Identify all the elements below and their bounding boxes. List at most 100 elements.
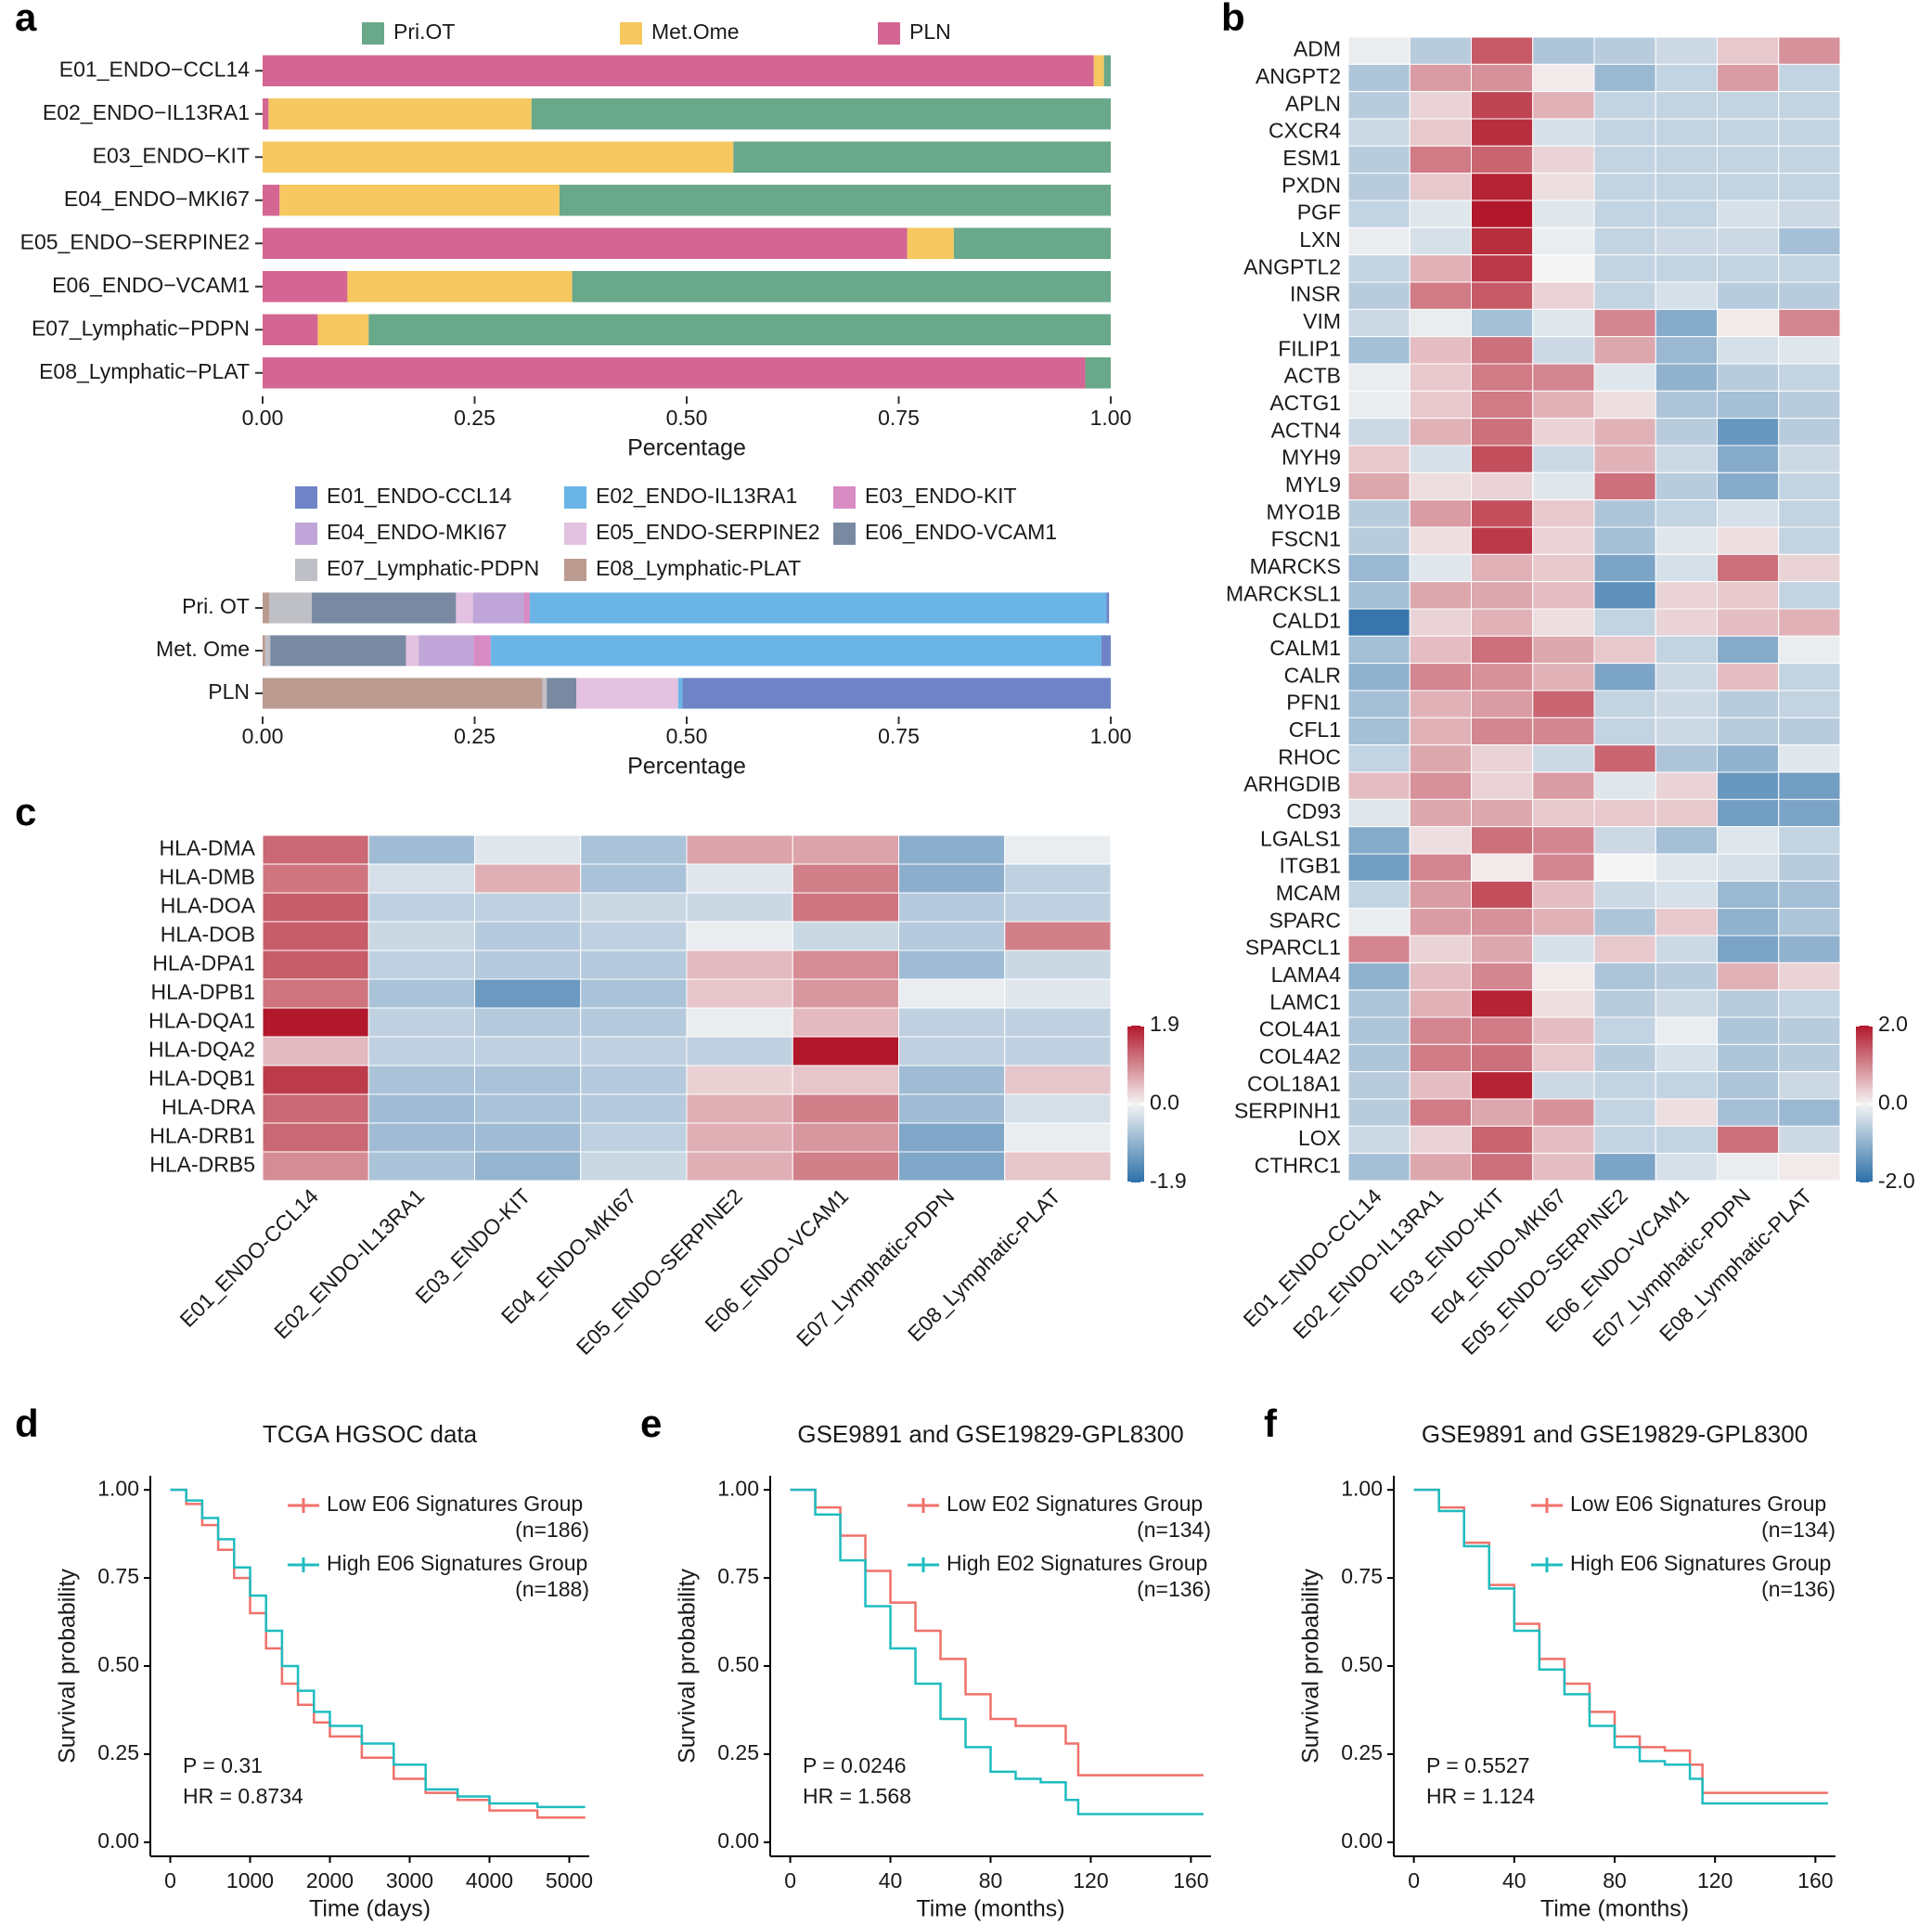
heatmap-cell <box>1655 445 1718 473</box>
legend-key <box>295 523 317 545</box>
heatmap-cell <box>1717 254 1780 283</box>
category-label: E05_ENDO−SERPINE2 <box>20 229 250 253</box>
bar-segment <box>406 635 419 666</box>
heatmap-cell <box>1471 1098 1534 1127</box>
heatmap-cell <box>1717 744 1780 773</box>
heatmap-cell <box>1409 962 1472 991</box>
heatmap-cell <box>1347 472 1410 501</box>
heatmap-cell <box>1717 526 1780 555</box>
heatmap-cell <box>1717 1098 1780 1127</box>
heatmap-cell <box>1593 880 1656 910</box>
heatmap-cell <box>1532 472 1595 501</box>
heatmap-cell <box>262 863 369 894</box>
heatmap-cell <box>1471 908 1534 937</box>
heatmap-cell <box>1593 499 1656 528</box>
row-label: HLA-DMB <box>159 865 255 889</box>
x-axis-label: Time (months) <box>1540 1896 1689 1922</box>
heatmap-cell <box>474 863 582 894</box>
heatmap-cell <box>1717 798 1780 828</box>
heatmap-cell <box>1717 363 1780 392</box>
heatmap-cell <box>1778 771 1841 800</box>
heatmap-cell <box>1778 445 1841 473</box>
heatmap-cell <box>1655 744 1718 773</box>
row-label: HLA-DQA1 <box>148 1009 255 1033</box>
heatmap-cell <box>1778 63 1841 93</box>
heatmap-cell <box>1655 226 1718 256</box>
heatmap-cell <box>1532 418 1595 446</box>
heatmap-cell <box>580 834 688 865</box>
heatmap-cell <box>262 921 369 951</box>
heatmap-cell <box>1655 91 1718 120</box>
heatmap-cell <box>262 834 369 865</box>
y-axis-label: Survival probability <box>1298 1569 1324 1764</box>
heatmap-cell <box>1409 281 1472 310</box>
heatmap-cell <box>1347 63 1410 93</box>
heatmap-cell <box>1409 744 1472 773</box>
x-tick-label: 120 <box>1073 1868 1108 1893</box>
heatmap-cell <box>792 1036 899 1066</box>
legend-key-marker <box>296 1557 311 1572</box>
heatmap-cell <box>1347 363 1410 392</box>
heatmap-cell <box>1532 690 1595 718</box>
heatmap-cell <box>1347 1016 1410 1045</box>
heatmap-cell <box>580 1007 688 1038</box>
heatmap-cell <box>1471 826 1534 855</box>
heatmap-cell <box>1655 1098 1718 1127</box>
heatmap-cell <box>1532 608 1595 637</box>
legend-key <box>878 22 900 45</box>
heatmap-cell <box>1593 336 1656 365</box>
heatmap-cell <box>1778 526 1841 555</box>
heatmap-cell <box>1409 363 1472 392</box>
heatmap-cell <box>1593 63 1656 93</box>
heatmap-cell <box>262 950 369 980</box>
x-tick-label: 40 <box>879 1868 903 1893</box>
heatmap-cell <box>1778 581 1841 610</box>
row-label: MCAM <box>1276 881 1341 905</box>
bar-segment <box>1101 635 1111 666</box>
bar-segment <box>953 227 1111 259</box>
legend-label: Pri.OT <box>393 19 455 44</box>
heatmap-cell <box>262 892 369 923</box>
heatmap-cell <box>1532 363 1595 392</box>
bar-segment <box>263 592 270 624</box>
heatmap-cell <box>1717 308 1780 338</box>
bar-segment <box>531 98 1111 130</box>
heatmap-cell <box>1004 1122 1112 1153</box>
heatmap-cell <box>1778 91 1841 120</box>
bar-segment <box>263 98 269 130</box>
heatmap-cell <box>1655 690 1718 718</box>
heatmap-cell <box>474 1093 582 1124</box>
survival-curve <box>1413 1488 1828 1794</box>
heatmap-cell <box>1655 1043 1718 1073</box>
colorbar-label: -2.0 <box>1878 1169 1915 1193</box>
heatmap-cell <box>1778 254 1841 283</box>
y-tick-label: 0.50 <box>717 1652 759 1676</box>
row-label: HLA-DRB1 <box>149 1124 255 1148</box>
heatmap-cell <box>1655 281 1718 310</box>
heatmap-cell <box>1717 1043 1780 1073</box>
heatmap-cell <box>1347 336 1410 365</box>
heatmap-cell <box>1717 717 1780 746</box>
legend-label: E08_Lymphatic-PLAT <box>596 556 801 580</box>
legend-label: PLN <box>909 19 951 44</box>
heatmap-cell <box>1593 608 1656 637</box>
x-tick-label: 80 <box>979 1868 1003 1893</box>
heatmap-cell <box>1409 254 1472 283</box>
x-axis-label: Percentage <box>627 754 746 780</box>
heatmap-cell <box>1409 445 1472 473</box>
heatmap-cell <box>1471 390 1534 420</box>
row-label: FILIP1 <box>1278 336 1341 360</box>
legend-label: Low E06 Signatures Group <box>327 1492 583 1516</box>
row-label: COL4A1 <box>1259 1017 1341 1041</box>
heatmap-cell <box>1347 526 1410 555</box>
row-label: CALD1 <box>1272 609 1341 633</box>
heatmap-cell <box>1655 771 1718 800</box>
heatmap-cell <box>792 978 899 1009</box>
heatmap-cell <box>792 834 899 865</box>
heatmap-cell <box>686 892 793 923</box>
bar-segment <box>677 678 683 709</box>
heatmap-cell <box>1717 962 1780 991</box>
annotation: HR = 1.568 <box>803 1784 911 1808</box>
heatmap-cell <box>1409 798 1472 828</box>
heatmap-cell <box>1778 1043 1841 1073</box>
